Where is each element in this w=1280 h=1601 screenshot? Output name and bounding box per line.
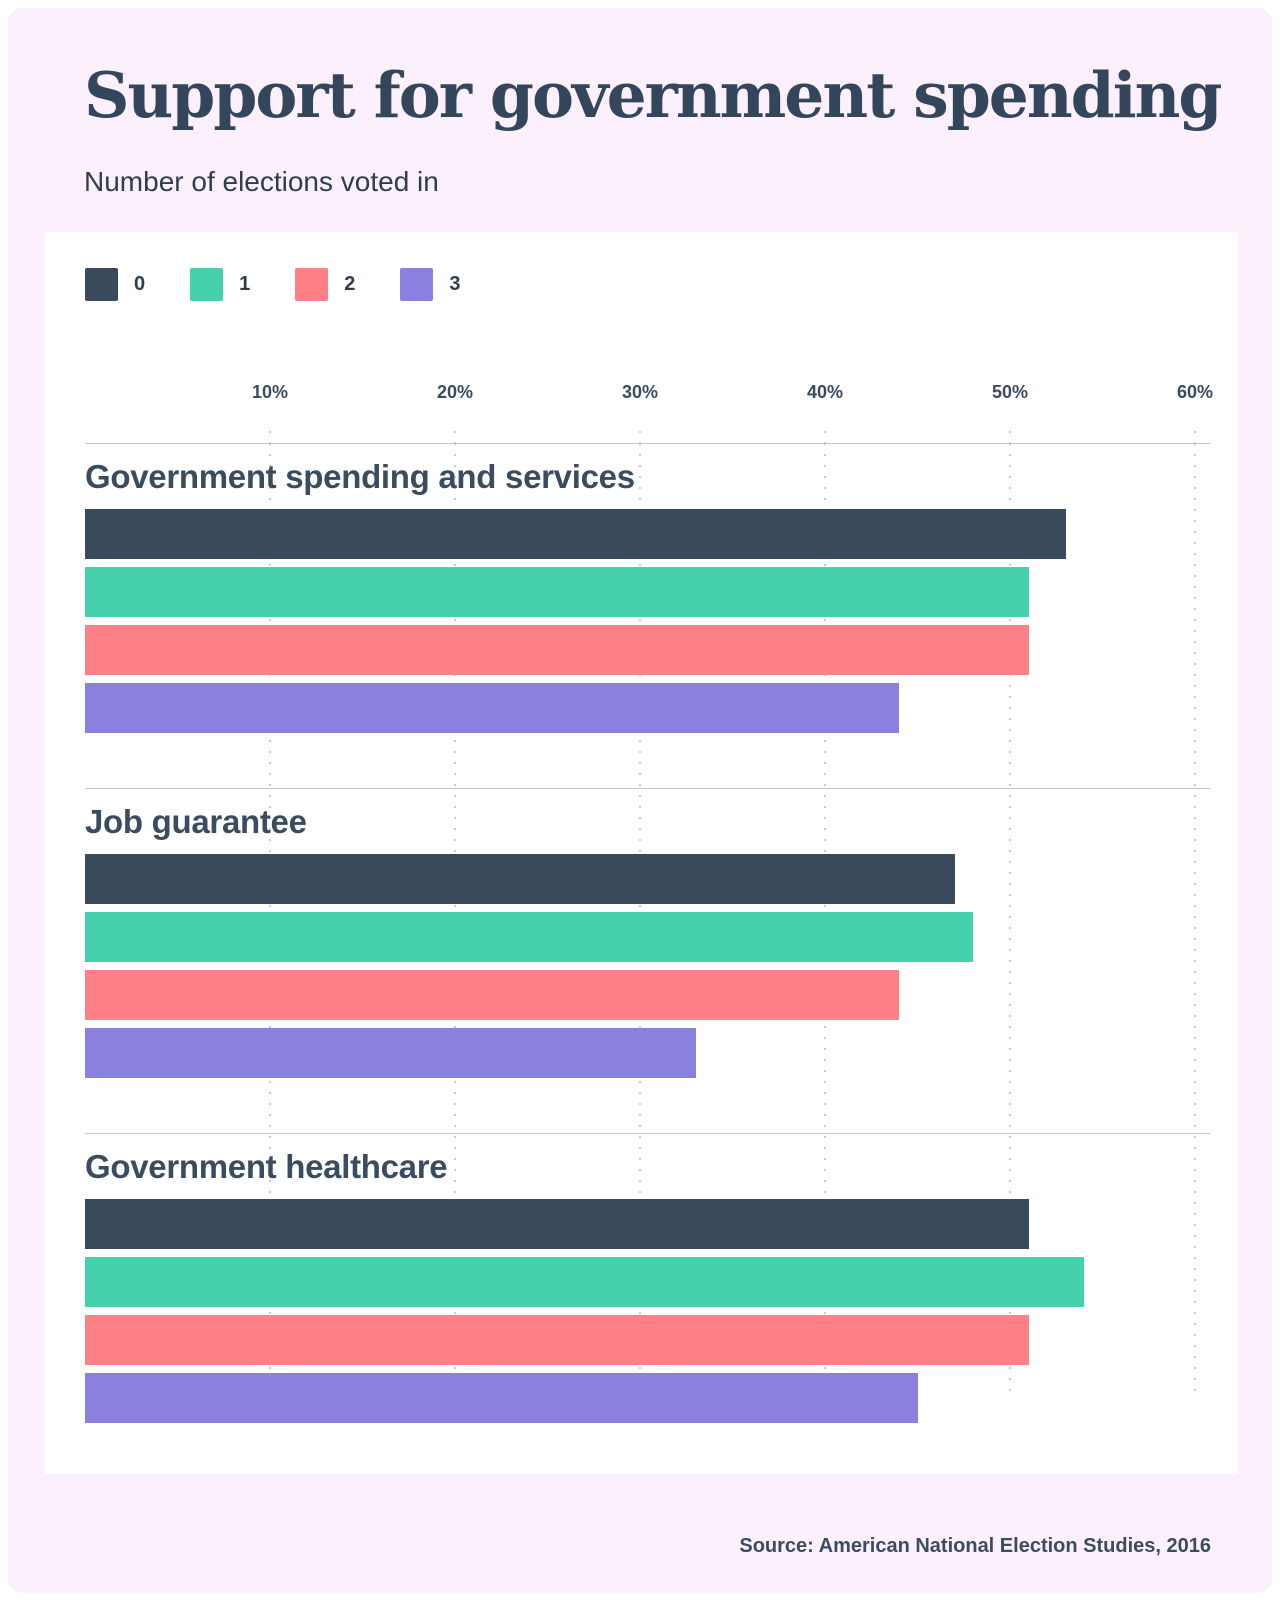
bar-government-healthcare-series-3 xyxy=(85,1373,918,1423)
chart-legend: 0 1 2 3 xyxy=(85,268,1210,301)
bar-job-guarantee-series-2 xyxy=(85,970,899,1020)
bar-row-job-guarantee-1 xyxy=(85,912,1210,962)
x-axis-label-50%: 50% xyxy=(991,382,1029,402)
bar-row-government-healthcare-2 xyxy=(85,1315,1210,1365)
group-title-job-guarantee: Job guarantee xyxy=(85,803,307,840)
bar-row-government-spending-and-services-2 xyxy=(85,625,1210,675)
legend-swatch-2 xyxy=(295,268,329,301)
bar-groups: Government spending and services Job guar… xyxy=(85,443,1210,1474)
legend-swatch-0 xyxy=(85,268,118,301)
bar-row-job-guarantee-2 xyxy=(85,970,1210,1020)
bar-government-healthcare-series-0 xyxy=(85,1199,1029,1249)
axis-tick-30% xyxy=(639,431,641,443)
bar-job-guarantee-series-3 xyxy=(85,1028,696,1078)
pink-card: Support for government spending Number o… xyxy=(8,8,1272,1593)
group-job-guarantee: Job guarantee xyxy=(85,788,1210,1133)
bar-row-government-healthcare-3 xyxy=(85,1373,1210,1423)
x-axis-label-10%: 10% xyxy=(251,382,289,402)
chart-panel: 0 1 2 3 10% 20% 30% 40% 50% 60% Government spend… xyxy=(45,232,1238,1474)
legend-swatch-1 xyxy=(190,268,224,301)
legend-item-1: 1 xyxy=(190,268,250,301)
group-government-spending-and-services: Government spending and services xyxy=(85,443,1210,788)
legend-label-0: 0 xyxy=(134,273,146,295)
axis-tick-20% xyxy=(454,431,456,443)
bar-row-job-guarantee-0 xyxy=(85,854,1210,904)
group-title-government-spending-and-services: Government spending and services xyxy=(85,458,635,495)
axis-tick-60% xyxy=(1194,431,1196,443)
bar-row-job-guarantee-3 xyxy=(85,1028,1210,1078)
bar-row-government-spending-and-services-3 xyxy=(85,683,1210,733)
bar-row-government-healthcare-1 xyxy=(85,1257,1210,1307)
bar-row-government-healthcare-0 xyxy=(85,1199,1210,1249)
bar-row-government-spending-and-services-0 xyxy=(85,509,1210,559)
x-axis-label-30%: 30% xyxy=(621,382,659,402)
x-axis-label-20%: 20% xyxy=(436,382,474,402)
bar-government-spending-and-services-series-2 xyxy=(85,625,1029,675)
axis-tick-10% xyxy=(269,431,271,443)
group-government-healthcare: Government healthcare xyxy=(85,1133,1210,1474)
plot-area: Government spending and services Job guar… xyxy=(85,431,1210,1474)
axis-tick-40% xyxy=(824,431,826,443)
bar-chart: 10% 20% 30% 40% 50% 60% Government spending a… xyxy=(85,382,1214,1474)
bar-government-healthcare-series-1 xyxy=(85,1257,1084,1307)
bar-government-healthcare-series-2 xyxy=(85,1315,1029,1365)
group-title-government-healthcare: Government healthcare xyxy=(85,1148,448,1185)
x-axis: 10% 20% 30% 40% 50% 60% xyxy=(85,382,1214,404)
legend-item-2: 2 xyxy=(295,268,355,301)
x-axis-label-60%: 60% xyxy=(1176,382,1214,402)
legend-label-2: 2 xyxy=(344,273,356,295)
legend-swatch-3 xyxy=(400,268,434,301)
page-subtitle: Number of elections voted in xyxy=(84,166,439,197)
bar-job-guarantee-series-0 xyxy=(85,854,955,904)
bar-government-spending-and-services-series-1 xyxy=(85,567,1029,617)
bar-government-spending-and-services-series-3 xyxy=(85,683,899,733)
bar-government-spending-and-services-series-0 xyxy=(85,509,1066,559)
legend-label-1: 1 xyxy=(239,273,251,295)
bar-row-government-spending-and-services-1 xyxy=(85,567,1210,617)
legend-item-3: 3 xyxy=(400,268,461,301)
page-title: Support for government spending xyxy=(84,58,1222,132)
axis-tick-50% xyxy=(1009,431,1011,443)
legend-label-3: 3 xyxy=(449,273,461,295)
source-note: Source: American National Election Studi… xyxy=(739,1535,1211,1557)
x-axis-label-40%: 40% xyxy=(806,382,844,402)
legend-item-0: 0 xyxy=(85,268,145,301)
bar-job-guarantee-series-1 xyxy=(85,912,973,962)
